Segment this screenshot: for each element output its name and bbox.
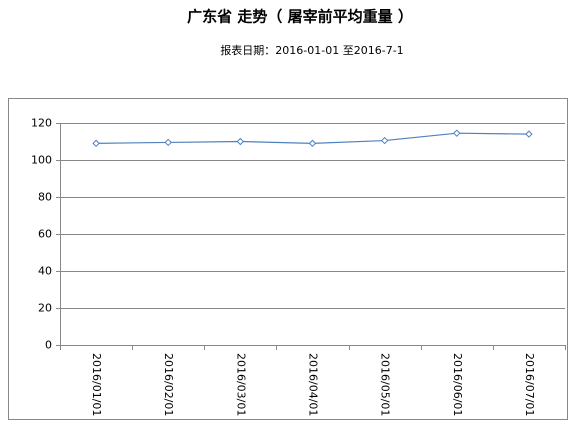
y-tick-label: 0 xyxy=(45,339,52,352)
point-marker xyxy=(525,130,533,138)
x-tick-label: 2016/05/01 xyxy=(379,353,392,416)
point-marker xyxy=(164,138,172,147)
chart-frame xyxy=(8,98,568,420)
y-tick-label: 20 xyxy=(38,302,52,315)
x-tick-label: 2016/07/01 xyxy=(523,353,536,416)
chart-subtitle: 报表日期：2016-01-01 至2016-7-1 xyxy=(220,43,403,57)
point-marker xyxy=(236,137,245,146)
x-tick-label: 2016/04/01 xyxy=(307,353,320,416)
y-tick-label: 120 xyxy=(31,117,52,130)
point-marker xyxy=(308,139,317,148)
y-tick-label: 80 xyxy=(38,191,52,204)
x-tick-label: 2016/06/01 xyxy=(451,353,464,416)
y-tick-label: 60 xyxy=(38,228,52,241)
x-tick-label: 2016/01/01 xyxy=(90,353,103,416)
point-marker xyxy=(380,136,389,145)
y-tick-label: 40 xyxy=(38,265,52,278)
point-marker xyxy=(92,139,100,148)
y-tick-label: 100 xyxy=(31,154,52,167)
x-tick-label: 2016/03/01 xyxy=(234,353,247,416)
point-marker xyxy=(453,129,461,137)
chart-title: 广东省 走势（ 屠宰前平均重量 ） xyxy=(187,8,413,26)
x-tick-label: 2016/02/01 xyxy=(162,353,175,416)
